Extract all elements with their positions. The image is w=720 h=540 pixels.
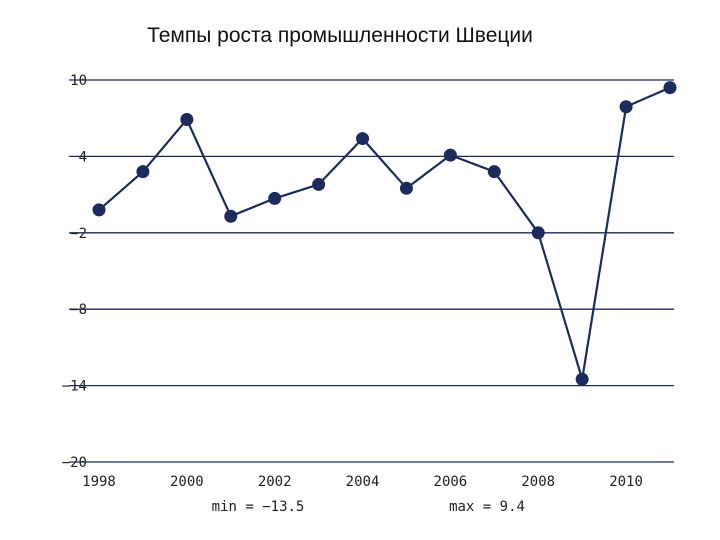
x-tick-label: 2002 xyxy=(258,474,292,490)
x-tick-label: 2004 xyxy=(346,474,380,490)
y-tick-label: 4 xyxy=(79,149,87,165)
data-point xyxy=(531,226,545,240)
x-tick-labels: 1998 2000 2002 2004 2006 2008 2010 xyxy=(82,474,643,490)
series-polyline xyxy=(98,86,671,381)
data-point xyxy=(619,100,633,114)
data-point xyxy=(487,165,501,179)
min-stat-label: min = −13.5 xyxy=(212,499,305,515)
grid-lines xyxy=(69,79,674,463)
y-tick-label: 10 xyxy=(70,73,87,89)
data-point xyxy=(312,177,326,191)
y-tick-label: −2 xyxy=(70,226,87,242)
y-tick-label: −8 xyxy=(70,302,87,318)
data-point xyxy=(663,81,677,95)
y-tick-label: −20 xyxy=(62,455,87,471)
x-tick-label: 1998 xyxy=(82,474,116,490)
data-point xyxy=(575,372,589,386)
x-tick-label: 2008 xyxy=(521,474,555,490)
max-stat-label: max = 9.4 xyxy=(449,499,525,515)
data-point xyxy=(136,165,150,179)
y-tick-label: −14 xyxy=(62,379,87,395)
x-tick-label: 2006 xyxy=(434,474,468,490)
data-point xyxy=(268,191,282,205)
data-point xyxy=(443,148,457,162)
data-points xyxy=(92,81,677,386)
data-point xyxy=(224,209,238,223)
data-point xyxy=(180,112,194,126)
x-tick-label: 2010 xyxy=(609,474,643,490)
data-point xyxy=(356,132,370,146)
data-point xyxy=(92,203,106,217)
x-tick-label: 2000 xyxy=(170,474,204,490)
y-tick-labels: 10 4 −2 −8 −14 −20 xyxy=(62,73,87,471)
series-line xyxy=(98,86,671,381)
data-point xyxy=(399,181,413,195)
chart-title: Темпы роста промышленности Швеции xyxy=(147,24,533,47)
